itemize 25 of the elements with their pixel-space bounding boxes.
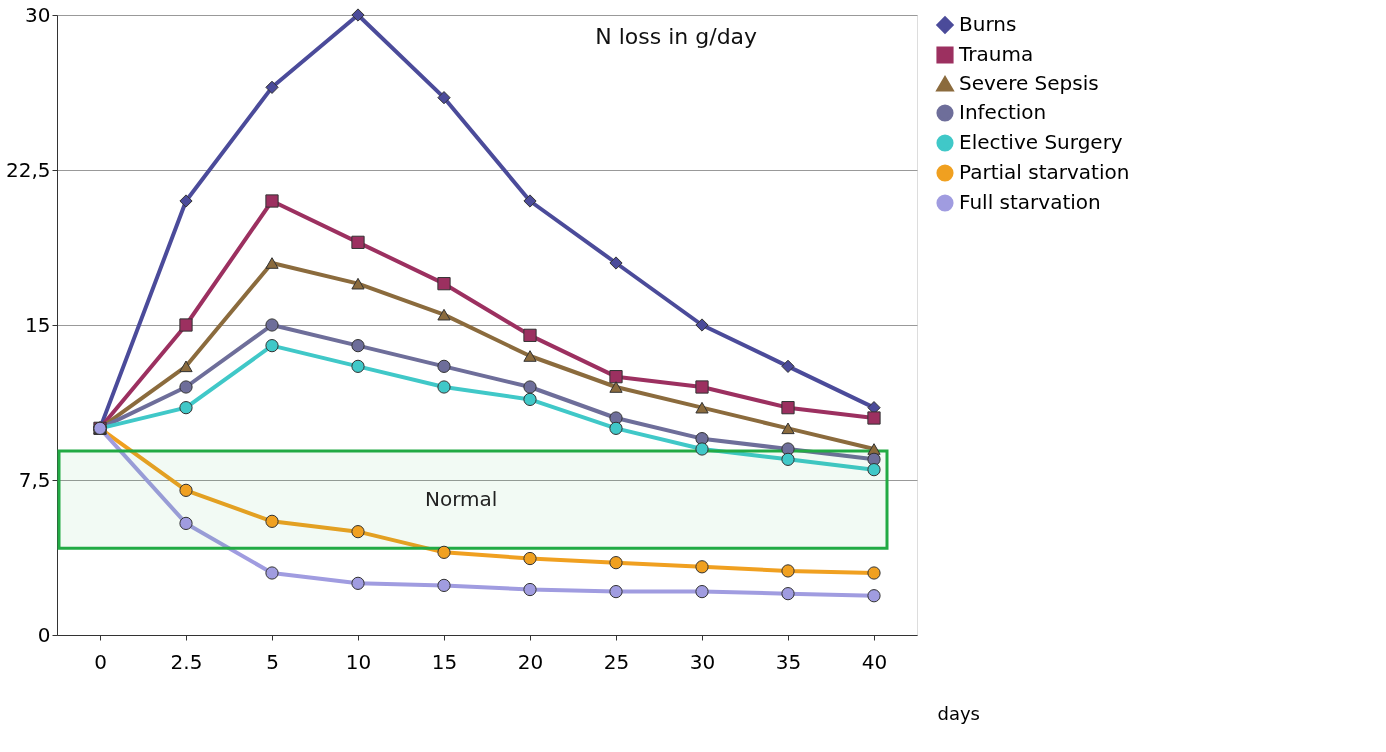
band-label: Normal xyxy=(425,486,498,511)
y-tick-label: 15 xyxy=(25,312,51,337)
legend-label: Severe Sepsis xyxy=(959,71,1099,95)
x-tick-label: 10 xyxy=(345,649,372,674)
annotation: N loss in g/day xyxy=(595,24,758,49)
x-tick-label: 30 xyxy=(689,649,716,674)
legend-label: Trauma xyxy=(958,42,1034,66)
legend-label: Burns xyxy=(959,12,1017,36)
legend-label: Partial starvation xyxy=(959,160,1130,184)
x-tick-label: 5 xyxy=(266,649,279,674)
x-tick-label: 35 xyxy=(775,649,802,674)
x-tick-label: 25 xyxy=(603,649,630,674)
x-tick-label: 0 xyxy=(94,649,107,674)
x-tick-label: 15 xyxy=(431,649,458,674)
y-tick-label: 30 xyxy=(25,2,51,27)
legend-label: Full starvation xyxy=(959,190,1101,214)
legend-label: Elective Surgery xyxy=(959,130,1123,154)
y-tick-label: 7,5 xyxy=(18,467,51,492)
x-tick-label: 40 xyxy=(861,649,888,674)
y-tick-label: 0 xyxy=(37,622,51,647)
legend-label: Infection xyxy=(959,100,1047,124)
y-tick-label: 22,5 xyxy=(5,157,51,182)
x-tick-label: 2.5 xyxy=(170,649,203,674)
x-axis-title: days xyxy=(937,702,980,724)
x-tick-label: 20 xyxy=(517,649,544,674)
